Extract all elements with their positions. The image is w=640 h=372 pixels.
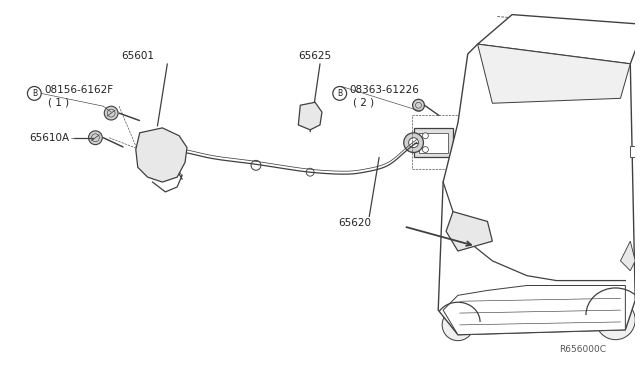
Circle shape	[28, 87, 41, 100]
Text: B: B	[32, 89, 37, 98]
Circle shape	[413, 99, 424, 111]
Circle shape	[415, 102, 422, 108]
Circle shape	[306, 168, 314, 176]
Circle shape	[605, 310, 625, 330]
Circle shape	[596, 300, 636, 340]
Bar	[412, 115, 459, 169]
Circle shape	[409, 138, 419, 148]
Bar	[413, 128, 453, 157]
Bar	[419, 133, 448, 153]
Polygon shape	[477, 15, 640, 64]
Circle shape	[88, 131, 102, 145]
Circle shape	[442, 309, 474, 341]
Circle shape	[104, 106, 118, 120]
Polygon shape	[446, 212, 492, 251]
Text: ( 2 ): ( 2 )	[353, 97, 374, 107]
Polygon shape	[620, 241, 636, 271]
Text: 65601: 65601	[121, 51, 154, 61]
Circle shape	[422, 147, 428, 153]
Circle shape	[404, 133, 424, 153]
Circle shape	[422, 133, 428, 139]
Circle shape	[161, 148, 170, 157]
Bar	[630, 145, 640, 157]
Text: 08156-6162F: 08156-6162F	[44, 86, 113, 96]
Text: 65610A: 65610A	[29, 133, 70, 143]
Polygon shape	[298, 102, 322, 130]
Polygon shape	[477, 44, 630, 103]
Polygon shape	[443, 285, 625, 335]
Circle shape	[333, 87, 347, 100]
Text: 65620: 65620	[338, 218, 371, 228]
Circle shape	[108, 109, 115, 117]
Circle shape	[305, 112, 315, 122]
Circle shape	[92, 134, 99, 142]
Text: 65625: 65625	[298, 51, 332, 61]
Polygon shape	[136, 128, 187, 182]
Text: 08363-61226: 08363-61226	[349, 86, 419, 96]
Text: R656000C: R656000C	[559, 346, 605, 355]
Text: ( 1 ): ( 1 )	[48, 97, 69, 107]
Circle shape	[251, 160, 261, 170]
Text: B: B	[337, 89, 342, 98]
Polygon shape	[438, 34, 636, 335]
Circle shape	[159, 145, 165, 151]
